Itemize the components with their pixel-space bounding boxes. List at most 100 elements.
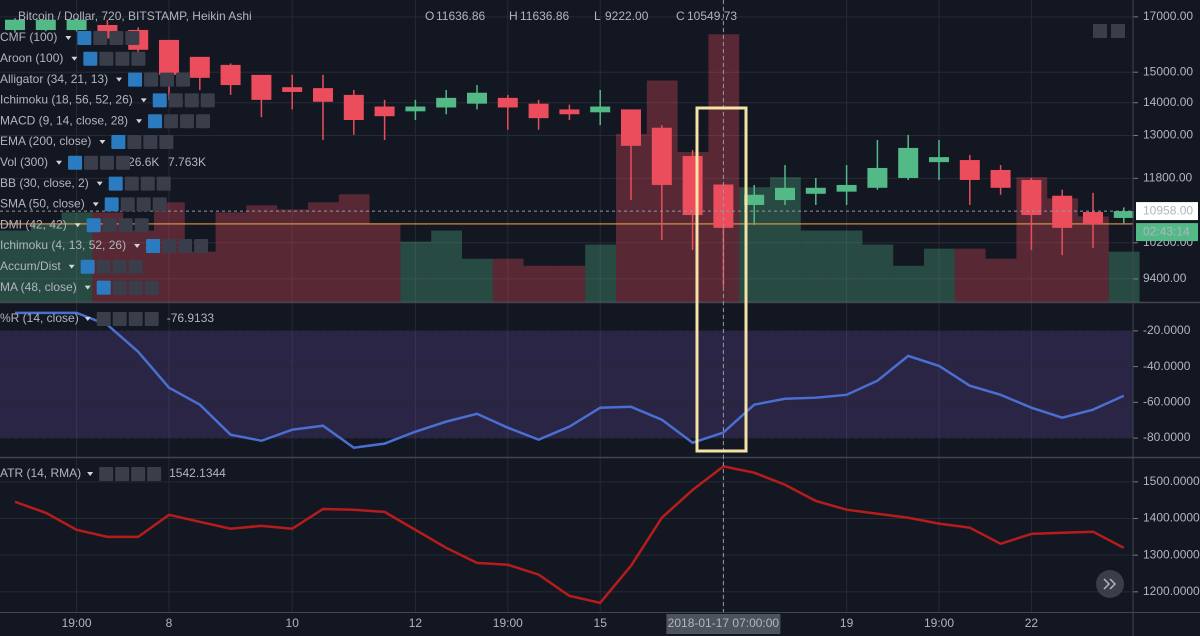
indicator-button[interactable] (68, 155, 83, 170)
volume-bar (338, 194, 370, 302)
indicator-button[interactable] (112, 259, 127, 274)
indicator-button[interactable] (104, 197, 119, 212)
indicator-button[interactable] (124, 176, 139, 191)
indicator-button[interactable] (164, 114, 179, 129)
indicator-button[interactable] (168, 93, 183, 108)
candle-body (189, 56, 210, 78)
indicator-button[interactable] (100, 155, 115, 170)
pane-button[interactable] (1111, 24, 1125, 38)
indicator-name: MA (48, close) (0, 280, 77, 294)
indicator-button[interactable] (146, 239, 161, 253)
indicator-name: Vol (300) (0, 155, 48, 169)
dropdown[interactable] (116, 77, 123, 82)
indicator-button[interactable] (128, 312, 143, 326)
dropdown[interactable] (74, 223, 81, 228)
indicator-button[interactable] (125, 31, 140, 45)
indicator-button[interactable] (112, 280, 127, 295)
symbol-title: Bitcoin / Dollar, 720, BITSTAMP, Heikin … (18, 9, 252, 23)
indicator-button[interactable] (96, 259, 111, 274)
indicator-button[interactable] (152, 197, 167, 212)
highlight-box (695, 106, 748, 453)
ohlc-value: 10549.73 (687, 9, 737, 23)
dropdown[interactable] (99, 140, 106, 144)
indicator-button[interactable] (184, 93, 199, 108)
indicator-button[interactable] (99, 51, 114, 66)
indicator-button[interactable] (80, 259, 95, 274)
indicator-button[interactable] (178, 239, 193, 253)
indicator-button[interactable] (115, 467, 130, 481)
candle-body (621, 109, 641, 146)
volume-value: 26.6K (128, 155, 159, 169)
dropdown[interactable] (92, 202, 99, 207)
indicator-button[interactable] (144, 72, 159, 87)
dropdown[interactable] (84, 317, 91, 321)
y-tick-label: 14000.00 (1143, 95, 1193, 109)
indicator-button[interactable] (131, 467, 146, 481)
indicator-button[interactable] (152, 93, 167, 108)
indicator-button[interactable] (127, 135, 142, 149)
dropdown[interactable] (134, 244, 141, 248)
y-tick-label: 1300.0000 (1143, 547, 1200, 561)
indicator-button[interactable] (144, 312, 159, 326)
indicator-button[interactable] (77, 31, 92, 45)
volume-bar (246, 205, 278, 302)
indicator-button[interactable] (131, 51, 146, 66)
y-tick-label: -20.0000 (1143, 323, 1191, 337)
indicator-button[interactable] (162, 239, 177, 253)
indicator-button[interactable] (112, 312, 127, 326)
indicator-button[interactable] (194, 239, 209, 253)
indicator-button[interactable] (196, 114, 211, 129)
indicator-button[interactable] (144, 280, 159, 295)
indicator-button[interactable] (96, 280, 111, 295)
indicator-button[interactable] (143, 135, 158, 149)
candle-body (590, 106, 611, 113)
indicator-button[interactable] (102, 218, 117, 233)
indicator-button[interactable] (109, 31, 124, 45)
indicator-button[interactable] (128, 280, 143, 295)
indicator-button[interactable] (118, 218, 133, 233)
indicator-button[interactable] (136, 197, 151, 212)
indicator-button[interactable] (134, 218, 149, 233)
indicator-button[interactable] (115, 51, 130, 66)
volume-bar (985, 258, 1017, 302)
dropdown[interactable] (68, 264, 75, 269)
indicator-button[interactable] (128, 259, 143, 274)
y-tick-label: 9400.00 (1143, 271, 1187, 285)
indicator-button[interactable] (180, 114, 195, 129)
dropdown[interactable] (140, 98, 147, 103)
indicator-button[interactable] (148, 114, 163, 129)
candle-body (1052, 195, 1073, 228)
indicator-button[interactable] (140, 176, 155, 191)
indicator-button[interactable] (156, 176, 171, 191)
volume-bar (369, 223, 401, 302)
indicator-button[interactable] (200, 93, 215, 108)
y-tick-label: 13000.00 (1143, 128, 1193, 142)
indicator-button[interactable] (160, 72, 175, 87)
dropdown[interactable] (56, 160, 63, 165)
indicator-button[interactable] (84, 155, 99, 170)
indicator-button[interactable] (83, 51, 98, 66)
scroll-icon (1103, 578, 1117, 590)
indicator-button[interactable] (116, 155, 131, 170)
indicator-button[interactable] (86, 218, 101, 233)
x-tick-label: 2018-01-17 07:00:00 (668, 616, 780, 630)
indicator-button[interactable] (128, 72, 143, 87)
indicator-button[interactable] (120, 197, 135, 212)
indicator-button[interactable] (96, 312, 111, 326)
dropdown[interactable] (87, 472, 94, 476)
indicator-button[interactable] (176, 72, 191, 87)
dropdown[interactable] (136, 119, 143, 124)
dropdown[interactable] (84, 285, 91, 290)
indicator-button[interactable] (99, 467, 114, 481)
indicator-button[interactable] (111, 135, 126, 149)
indicator-name: BB (30, close, 2) (0, 176, 89, 190)
dropdown[interactable] (71, 56, 78, 61)
pane-button[interactable] (1093, 24, 1107, 38)
indicator-button[interactable] (159, 135, 174, 149)
indicator-button[interactable] (147, 467, 162, 481)
indicator-button[interactable] (93, 31, 108, 45)
dropdown[interactable] (65, 36, 72, 40)
dropdown[interactable] (96, 181, 103, 186)
indicator-button[interactable] (108, 176, 123, 191)
